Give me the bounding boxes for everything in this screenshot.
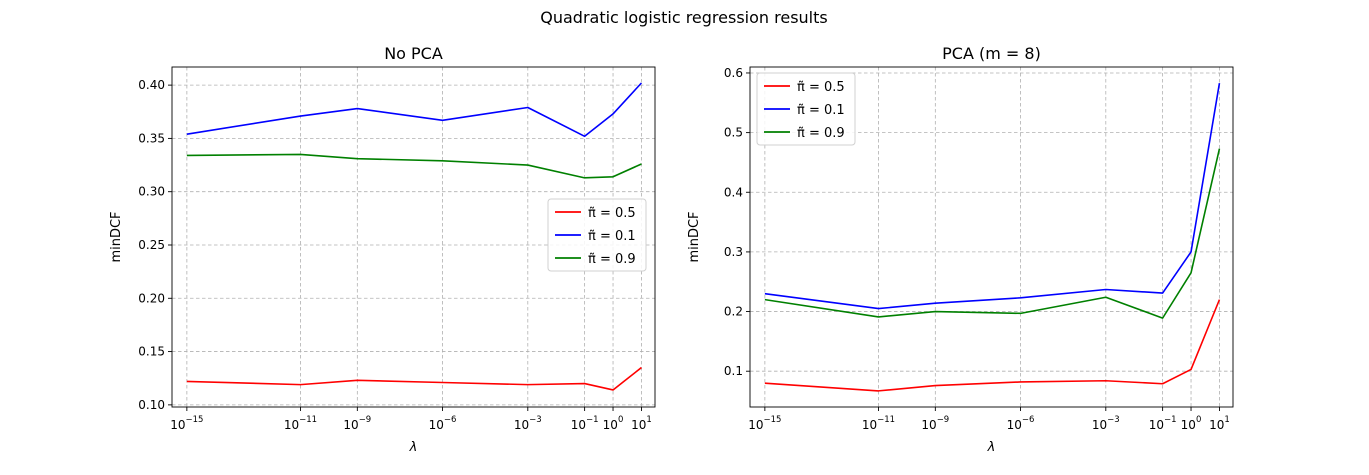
chart0-y-tick-label-4: 0.30: [138, 185, 165, 199]
chart1-y-tick-label-0: 0.1: [724, 364, 743, 378]
chart0-x-tick-label-5: 10−1: [571, 415, 599, 432]
chart0-y-tick-label-3: 0.25: [138, 238, 165, 252]
chart0-y-tick-label-5: 0.35: [138, 131, 165, 145]
chart1-x-tick-label-5: 10−1: [1149, 415, 1177, 432]
chart0-x-tick-label-0: 10−15: [170, 415, 203, 432]
chart0-x-tick-label-3: 10−6: [429, 415, 457, 432]
chart1-x-axis-label: λ: [987, 440, 996, 455]
chart0-legend-label-1: π̃ = 0.1: [588, 229, 636, 244]
chart1-title: PCA (m = 8): [942, 44, 1041, 63]
chart0-legend-label-2: π̃ = 0.9: [588, 252, 636, 267]
chart1-y-tick-label-1: 0.2: [724, 305, 743, 319]
chart1-y-tick-label-4: 0.5: [724, 126, 743, 140]
chart1-y-tick-label-5: 0.6: [724, 66, 743, 80]
chart1-x-tick-label-2: 10−9: [921, 415, 949, 432]
chart1-y-axis-label: minDCF: [687, 211, 702, 262]
chart0-title: No PCA: [384, 44, 443, 63]
chart1-y-tick-label-3: 0.4: [724, 185, 743, 199]
chart0-x-tick-label-6: 100: [603, 415, 624, 432]
chart1-legend-label-2: π̃ = 0.9: [797, 126, 845, 141]
chart0-x-tick-label-1: 10−11: [284, 415, 317, 432]
chart1-y-tick-label-2: 0.3: [724, 245, 743, 259]
chart0-legend: π̃ = 0.5 π̃ = 0.1 π̃ = 0.9: [547, 198, 647, 272]
chart0-series-line-1: [186, 82, 643, 138]
chart0-series-line-2: [186, 153, 642, 179]
chart0-legend-label-0: π̃ = 0.5: [588, 206, 636, 221]
chart1-x-tick-label-4: 10−3: [1092, 415, 1120, 432]
chart0-y-tick-label-1: 0.15: [138, 345, 165, 359]
chart1-series-line-2: [764, 148, 1221, 319]
chart1-x-tick-label-0: 10−15: [748, 415, 781, 432]
chart0-x-tick-label-2: 10−9: [343, 415, 371, 432]
chart0-plot-frame: [171, 66, 656, 408]
chart1-legend: π̃ = 0.5 π̃ = 0.1 π̃ = 0.9: [756, 72, 856, 146]
chart1-legend-label-1: π̃ = 0.1: [797, 103, 845, 118]
chart1-legend-box: [756, 72, 856, 146]
chart1-x-tick-label-7: 101: [1209, 415, 1230, 432]
chart0-x-axis-label: λ: [409, 440, 418, 455]
chart0-legend-box: [547, 198, 647, 272]
chart0-series-line-0: [186, 366, 642, 391]
chart1-series-line-1: [764, 82, 1221, 310]
chart1-plot-frame: [749, 66, 1234, 408]
chart1-x-tick-label-3: 10−6: [1007, 415, 1035, 432]
chart0-x-tick-label-4: 10−3: [514, 415, 542, 432]
chart0-y-tick-label-6: 0.40: [138, 78, 165, 92]
chart1-series-line-0: [764, 299, 1221, 392]
chart0-y-axis-label: minDCF: [109, 211, 124, 262]
chart-pca-m8: 10−15 10−11 10−9 10−6 10−3 10−1 100 101 0.1 0.2 0.…: [687, 44, 1234, 455]
chart0-y-tick-label-0: 0.10: [138, 398, 165, 412]
chart1-legend-label-0: π̃ = 0.5: [797, 80, 845, 95]
figure-title: Quadratic logistic regression results: [540, 8, 827, 27]
chart1-x-tick-label-1: 10−11: [862, 415, 895, 432]
chart1-x-tick-label-6: 100: [1181, 415, 1202, 432]
chart0-x-tick-label-7: 101: [631, 415, 652, 432]
chart0-y-tick-label-2: 0.20: [138, 291, 165, 305]
chart-no-pca: 10−15 10−11 10−9 10−6 10−3 10−1 100 101 0.10 0.15…: [109, 44, 656, 455]
